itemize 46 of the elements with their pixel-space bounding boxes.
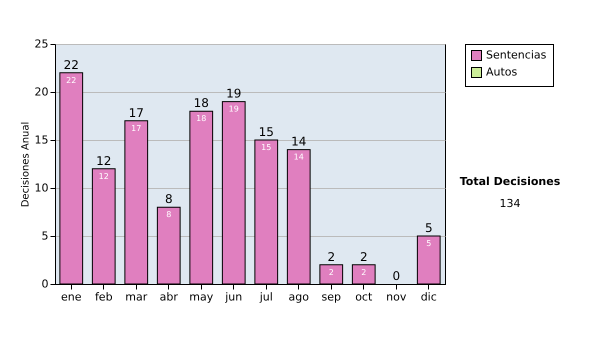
- x-tick-label: abr: [160, 290, 178, 304]
- x-tick-label: nov: [386, 290, 407, 304]
- y-tick-label: 5: [42, 230, 48, 242]
- x-tick-label: ago: [288, 290, 310, 304]
- total-label: 2: [360, 250, 368, 264]
- y-tick-label: 20: [34, 86, 48, 98]
- data-label: 14: [294, 152, 304, 162]
- x-tick-label: feb: [94, 290, 113, 304]
- data-label: 17: [131, 124, 142, 133]
- legend-label: Autos: [486, 66, 518, 78]
- total-label: 5: [424, 221, 433, 235]
- total-label: 18: [194, 96, 209, 110]
- total-label: 2: [327, 250, 336, 264]
- x-tick-label: dic: [420, 290, 437, 304]
- x-tick-label: ene: [60, 290, 82, 304]
- y-tick-label: 25: [34, 38, 48, 50]
- data-label: 22: [66, 76, 76, 85]
- total-label: 12: [96, 154, 112, 168]
- total-label: 22: [64, 58, 79, 72]
- total-label: 14: [291, 134, 306, 149]
- y-tick-label: 15: [34, 134, 48, 146]
- data-label: 8: [166, 210, 172, 220]
- total-label: 0: [392, 269, 400, 283]
- data-label: 19: [228, 104, 239, 114]
- total-label: 19: [226, 86, 242, 101]
- data-label: 12: [98, 172, 109, 181]
- x-tick-label: jun: [224, 290, 242, 304]
- x-tick-label: jul: [258, 290, 273, 304]
- total-label: 17: [128, 106, 144, 120]
- data-label: 2: [361, 268, 366, 277]
- data-label: 2: [328, 268, 334, 277]
- data-label: 15: [261, 143, 272, 152]
- y-tick-label: 10: [34, 182, 48, 194]
- x-tick-label: oct: [355, 290, 373, 304]
- total-label: 8: [164, 192, 173, 206]
- y-axis-title: Decisiones Anual: [20, 122, 32, 208]
- x-tick-label: sep: [322, 290, 342, 304]
- x-tick-label: may: [189, 290, 214, 304]
- x-tick-label: mar: [125, 290, 148, 304]
- total-label: 15: [258, 125, 274, 139]
- legend-label: Sentencias: [486, 48, 547, 62]
- data-label: 18: [196, 114, 206, 124]
- text: 134: [500, 197, 520, 210]
- data-label: 5: [426, 239, 432, 248]
- y-tick-label: 0: [42, 278, 48, 290]
- text: Total Decisiones: [460, 175, 561, 188]
